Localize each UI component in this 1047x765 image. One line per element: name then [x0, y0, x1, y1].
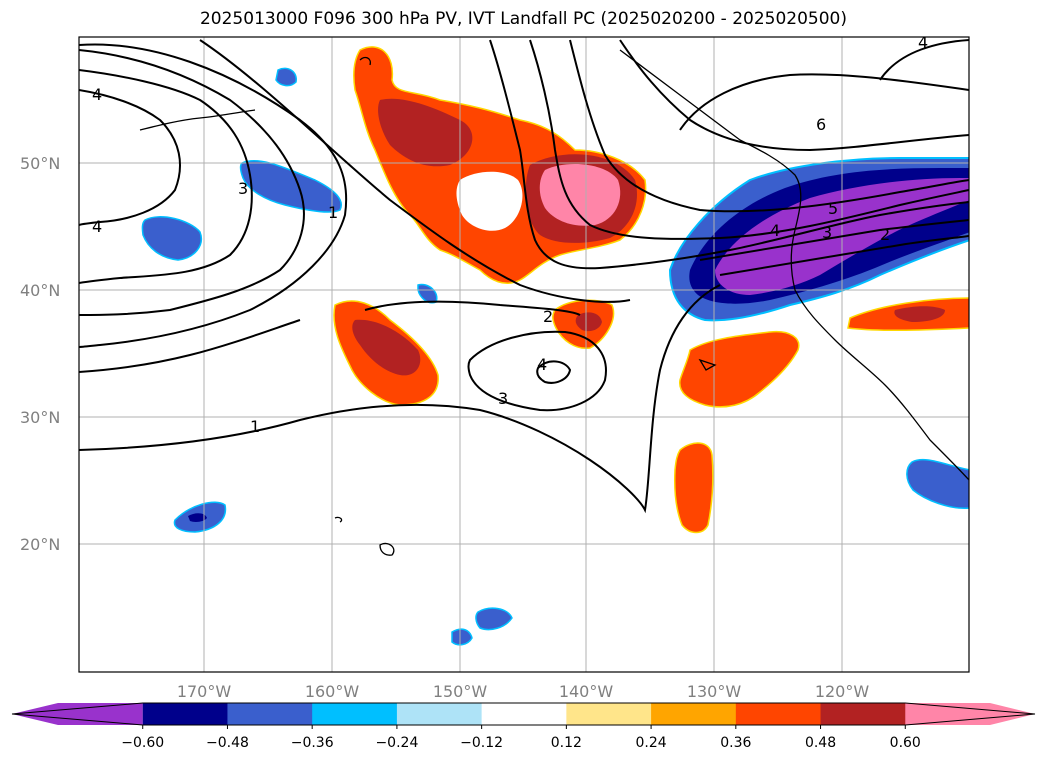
- colorbar-swatch: [481, 703, 567, 725]
- lon-label: 120°W: [815, 682, 870, 701]
- contour-label: 1: [250, 417, 260, 436]
- colorbar-tick-label: −0.60: [121, 735, 164, 751]
- negative-region-top: [275, 67, 297, 87]
- colorbar-swatch: [396, 703, 483, 725]
- contour-label: 2: [880, 225, 890, 244]
- lat-label: 30°N: [20, 408, 60, 427]
- contour-label: 4: [537, 355, 547, 374]
- colorbar-swatch: [312, 703, 398, 725]
- colorbar-swatch: [566, 703, 652, 725]
- colorbar-swatch: [905, 703, 1035, 725]
- hole-central: [456, 171, 523, 231]
- colorbar-tick-label: 0.48: [805, 735, 836, 751]
- colorbar-swatch: [227, 703, 313, 725]
- colorbar-tick-label: −0.24: [375, 735, 418, 751]
- positive-region-south: [674, 442, 714, 534]
- lon-labels: 170°W 160°W 150°W 140°W 130°W 120°W: [177, 682, 870, 701]
- positive-region-small-dark: [575, 312, 602, 332]
- gridlines: [79, 37, 969, 672]
- contour-label: 5: [828, 199, 838, 218]
- map-frame: [78, 36, 970, 673]
- colorbar-tick-label: −0.12: [460, 735, 503, 751]
- contour-label: 4: [918, 33, 928, 52]
- negative-region-nw: [239, 160, 342, 213]
- negative-region-s: [451, 628, 473, 646]
- positive-region-far-east-dark: [894, 306, 945, 322]
- colorbar-tick-label: 0.12: [551, 735, 582, 751]
- negative-region-s2: [475, 607, 513, 631]
- colorbar-tick-label: 0.36: [720, 735, 751, 751]
- colorbar-tick-label: −0.36: [291, 735, 334, 751]
- lon-label: 140°W: [559, 682, 614, 701]
- contours: [79, 39, 969, 514]
- colorbar-tick-label: 0.24: [636, 735, 667, 751]
- page-title: 2025013000 F096 300 hPa PV, IVT Landfall…: [199, 9, 847, 29]
- lon-label: 170°W: [177, 682, 232, 701]
- contour-label: 1: [328, 203, 338, 222]
- contour-label: 2: [543, 307, 553, 326]
- positive-region-central-dark: [378, 98, 473, 167]
- coastlines: [139, 49, 969, 556]
- lat-label: 20°N: [20, 535, 60, 554]
- negative-region-sw-navy: [188, 513, 207, 522]
- contour-label: 3: [238, 179, 248, 198]
- contour-label: 4: [92, 217, 102, 236]
- colorbar: −0.60 −0.48 −0.36 −0.24 −0.12 0.12 0.24 0.36 0.4…: [11, 702, 1036, 751]
- contour-label: 4: [770, 221, 780, 240]
- lon-label: 150°W: [433, 682, 488, 701]
- contour-labels: 4 4 3 1 1 2 4 3 6 5 4 3 2 4: [92, 33, 928, 436]
- colorbar-swatch: [820, 703, 906, 725]
- colorbar-swatch: [12, 703, 143, 725]
- contour-label: 3: [498, 389, 508, 408]
- colorbar-swatch: [651, 703, 737, 725]
- negative-region-se: [906, 458, 969, 509]
- contour-label: 4: [92, 85, 102, 104]
- lat-label: 50°N: [20, 154, 60, 173]
- lat-labels: 50°N 40°N 30°N 20°N: [20, 154, 60, 554]
- colorbar-swatch: [735, 703, 822, 725]
- colorbar-tick-label: 0.60: [890, 735, 921, 751]
- lon-label: 160°W: [305, 682, 360, 701]
- lon-label: 130°W: [687, 682, 742, 701]
- contour-label: 6: [816, 115, 826, 134]
- lat-label: 40°N: [20, 281, 60, 300]
- contour-label: 3: [822, 223, 832, 242]
- colorbar-tick-label: −0.48: [206, 735, 249, 751]
- positive-region-west-dark: [352, 319, 421, 376]
- positive-region-east: [679, 330, 800, 408]
- pink-core: [539, 164, 621, 226]
- negative-region-w: [141, 216, 202, 261]
- colorbar-swatch: [142, 703, 228, 725]
